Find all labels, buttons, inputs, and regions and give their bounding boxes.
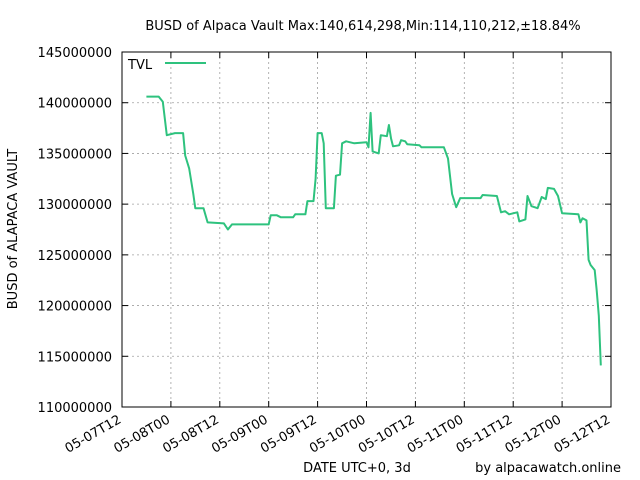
- y-tick-label: 140000000: [38, 97, 112, 112]
- y-tick-label: 145000000: [38, 46, 112, 61]
- y-tick-label: 130000000: [38, 198, 112, 213]
- y-tick-label: 125000000: [38, 249, 112, 264]
- credit-text: by alpacawatch.online: [475, 461, 621, 476]
- y-tick-label: 120000000: [38, 300, 112, 315]
- legend: TVL: [127, 58, 206, 73]
- plot-frame: [121, 51, 612, 408]
- y-tick-label: 115000000: [38, 350, 112, 365]
- x-axis-label: DATE UTC+0, 3d: [303, 461, 411, 476]
- chart-title: BUSD of Alpaca Vault Max:140,614,298,Min…: [145, 19, 580, 34]
- grid: [122, 52, 611, 407]
- y-tick-label: 135000000: [38, 147, 112, 162]
- y-axis-label: BUSD of ALAPACA VAULT: [6, 149, 21, 310]
- legend-label-tvl: TVL: [127, 58, 153, 73]
- series-line-tvl: [146, 95, 602, 366]
- y-axis-ticks: 110000000 115000000 120000000 125000000 1300…: [38, 46, 611, 416]
- x-axis-ticks: 05-07T1205-08T0005-08T1205-09T0005-09T12…: [63, 52, 613, 457]
- x-tick-label: 05-12T12: [552, 412, 613, 456]
- series-layer: [146, 95, 602, 366]
- y-tick-label: 110000000: [38, 401, 112, 416]
